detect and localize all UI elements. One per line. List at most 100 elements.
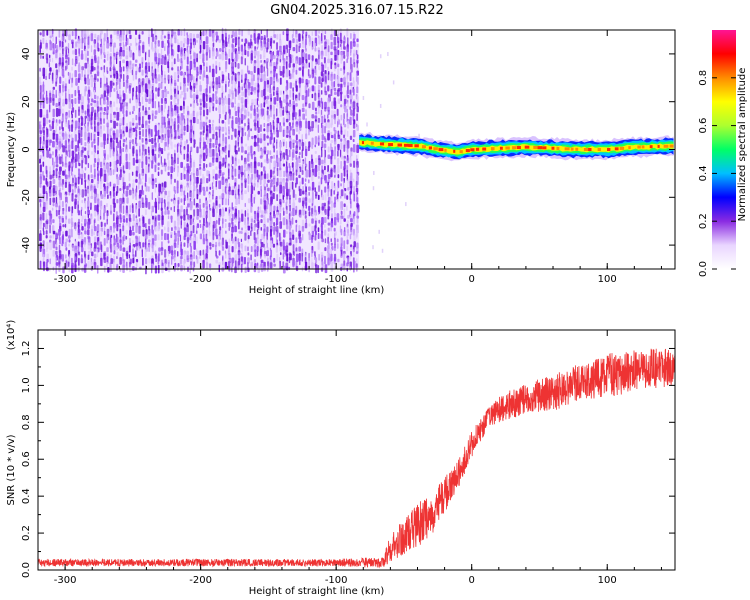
noise-cell xyxy=(350,218,353,223)
noise-cell xyxy=(235,43,237,48)
noise-cell xyxy=(174,110,177,116)
noise-cell xyxy=(311,120,315,129)
noise-cell xyxy=(327,45,330,53)
noise-cell xyxy=(55,36,57,45)
noise-cell xyxy=(100,209,102,217)
noise-cell xyxy=(212,157,215,164)
noise-cell xyxy=(177,102,179,108)
noise-cell xyxy=(106,39,110,49)
signal-peak xyxy=(403,143,409,147)
noise-cell xyxy=(187,243,189,248)
noise-cell xyxy=(119,74,123,79)
noise-cell xyxy=(327,222,331,226)
noise-cell xyxy=(234,217,237,223)
noise-cell xyxy=(71,81,73,88)
noise-cell xyxy=(314,187,316,193)
noise-cell xyxy=(218,180,222,190)
noise-cell xyxy=(45,235,48,239)
noise-cell xyxy=(135,192,137,201)
noise-cell xyxy=(160,207,163,211)
noise-cell xyxy=(193,182,195,187)
noise-cell xyxy=(58,119,61,124)
noise-cell xyxy=(62,207,65,212)
noise-cell xyxy=(243,256,246,265)
noise-cell xyxy=(275,186,279,192)
noise-cell xyxy=(171,49,174,57)
noise-cell xyxy=(225,241,228,249)
noise-cell xyxy=(225,253,227,259)
noise-cell xyxy=(167,91,170,95)
noise-cell xyxy=(151,100,155,109)
noise-cell xyxy=(49,126,53,131)
noise-cell xyxy=(132,231,135,236)
noise-cell xyxy=(260,227,263,231)
noise-cell xyxy=(135,137,137,145)
noise-cell xyxy=(276,129,279,138)
noise-cell xyxy=(256,212,260,222)
noise-cell xyxy=(247,175,250,185)
noise-cell xyxy=(42,91,45,95)
noise-cell xyxy=(199,166,202,171)
noise-cell xyxy=(71,31,74,37)
noise-cell xyxy=(52,108,55,118)
noise-speck xyxy=(372,186,375,191)
noise-cell xyxy=(42,175,46,181)
noise-cell xyxy=(100,194,104,200)
noise-cell xyxy=(273,205,276,212)
noise-cell xyxy=(298,82,301,89)
noise-cell xyxy=(81,226,84,231)
noise-cell xyxy=(161,162,164,168)
noise-cell xyxy=(90,69,92,75)
noise-cell xyxy=(266,58,269,63)
noise-cell xyxy=(148,164,150,173)
noise-cell xyxy=(87,162,90,169)
noise-cell xyxy=(142,144,145,152)
noise-cell xyxy=(336,108,339,117)
noise-cell xyxy=(126,74,129,80)
noise-cell xyxy=(51,174,55,179)
noise-cell xyxy=(138,130,141,136)
noise-cell xyxy=(238,221,240,230)
noise-cell xyxy=(52,51,55,55)
noise-cell xyxy=(148,120,151,124)
noise-cell xyxy=(100,77,102,84)
noise-cell xyxy=(132,214,135,222)
noise-cell xyxy=(99,215,102,220)
noise-cell xyxy=(311,237,314,244)
noise-cell xyxy=(205,210,208,216)
noise-cell xyxy=(94,205,97,212)
noise-cell xyxy=(228,227,230,231)
noise-cell xyxy=(209,138,212,143)
noise-cell xyxy=(250,59,253,64)
noise-cell xyxy=(311,142,314,150)
noise-cell xyxy=(96,100,99,109)
noise-cell xyxy=(174,93,177,100)
noise-cell xyxy=(215,153,219,160)
signal-peak xyxy=(414,144,419,148)
noise-cell xyxy=(119,30,122,36)
noise-cell xyxy=(148,134,151,139)
noise-cell xyxy=(266,38,270,43)
y-tick-label: 0.0 xyxy=(21,562,32,578)
noise-cell xyxy=(208,230,211,237)
noise-cell xyxy=(142,229,145,237)
x-tick-label: -100 xyxy=(325,274,348,285)
noise-cell xyxy=(330,149,334,157)
noise-cell xyxy=(157,129,160,138)
noise-cell xyxy=(161,55,164,59)
noise-cell xyxy=(151,83,155,87)
noise-cell xyxy=(52,197,56,203)
noise-cell xyxy=(324,75,327,85)
noise-cell xyxy=(186,124,189,133)
noise-cell xyxy=(231,52,234,61)
noise-cell xyxy=(193,254,195,260)
noise-cell xyxy=(164,210,167,215)
noise-cell xyxy=(221,79,224,84)
noise-cell xyxy=(276,194,279,202)
noise-speck xyxy=(392,80,395,85)
noise-cell xyxy=(269,174,272,180)
signal-peak xyxy=(575,147,579,151)
noise-cell xyxy=(42,206,46,213)
noise-cell xyxy=(276,92,279,102)
